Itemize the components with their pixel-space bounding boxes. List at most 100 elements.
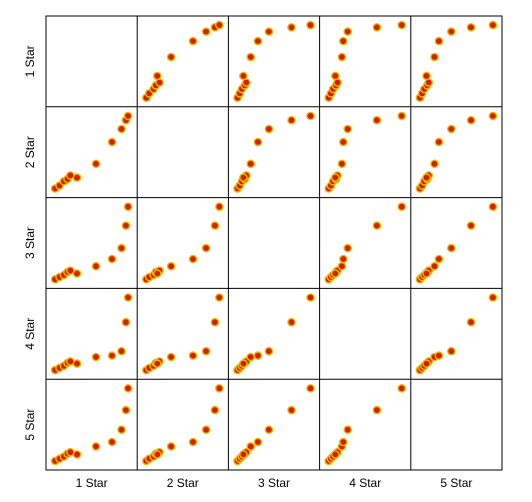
data-point [434, 351, 444, 360]
data-point [188, 36, 198, 46]
data-point [201, 346, 211, 356]
data-point [330, 71, 340, 81]
data-point [306, 383, 315, 393]
data-point [152, 359, 162, 368]
data-point [446, 124, 456, 134]
data-point [214, 202, 224, 211]
data-point [343, 124, 353, 134]
data-point [152, 71, 162, 81]
data-point [72, 269, 82, 278]
data-point [338, 437, 348, 447]
data-point [188, 351, 198, 360]
data-point [372, 115, 382, 125]
data-point [287, 22, 296, 32]
data-point [152, 269, 162, 278]
data-point [253, 437, 263, 447]
data-point [434, 254, 444, 264]
data-point [264, 346, 274, 356]
y-axis-label: 3 Star [23, 227, 37, 259]
data-point [246, 52, 255, 62]
data-point [330, 269, 340, 278]
data-point [152, 450, 162, 459]
data-point [306, 293, 315, 302]
data-point [214, 383, 224, 393]
data-point [430, 261, 439, 271]
data-point [337, 261, 347, 271]
data-point [117, 346, 126, 356]
data-point [188, 437, 198, 447]
data-point [239, 359, 248, 368]
data-point [422, 71, 431, 81]
data-point [372, 22, 382, 32]
data-point [337, 159, 347, 169]
data-point [446, 346, 456, 356]
data-point [446, 27, 456, 36]
data-point [72, 173, 82, 182]
data-point [123, 383, 133, 393]
data-point [343, 425, 353, 435]
matrix-frame [45, 15, 503, 471]
data-point [422, 359, 431, 368]
data-point [287, 115, 296, 125]
data-point [330, 173, 340, 182]
data-point [246, 442, 255, 451]
x-axis-label: 2 Star [167, 476, 199, 490]
data-point [72, 359, 82, 368]
data-point [466, 22, 476, 32]
data-point [201, 27, 211, 36]
x-axis-label: 5 Star [440, 476, 472, 490]
data-point [91, 159, 101, 169]
data-point [306, 111, 315, 121]
data-point [121, 317, 131, 327]
data-point [214, 20, 224, 30]
data-point [287, 405, 296, 415]
data-point [166, 442, 176, 451]
y-axis-label: 5 Star [23, 409, 37, 441]
data-point [117, 243, 126, 253]
data-point [488, 293, 498, 302]
data-point [214, 293, 224, 302]
data-point [246, 159, 255, 169]
data-point [117, 425, 126, 435]
data-point [107, 437, 117, 447]
data-point [330, 450, 340, 459]
data-point [201, 425, 211, 435]
data-point [264, 27, 274, 36]
data-point [239, 71, 248, 81]
data-point [166, 261, 176, 271]
data-point [210, 317, 220, 327]
data-point [201, 243, 211, 253]
data-point [117, 124, 126, 134]
data-point [422, 269, 431, 278]
data-point [338, 254, 348, 264]
matrix-points [50, 20, 498, 466]
y-axis-label: 4 Star [23, 318, 37, 350]
data-point [264, 124, 274, 134]
data-point [210, 221, 220, 230]
data-point [210, 405, 220, 415]
data-point [306, 20, 315, 30]
data-point [430, 159, 439, 169]
x-axis-label: 1 Star [76, 476, 108, 490]
data-point [488, 202, 498, 211]
data-point [123, 293, 133, 302]
data-point [430, 52, 439, 62]
data-point [338, 36, 348, 46]
data-point [337, 52, 347, 62]
data-point [253, 137, 263, 147]
data-point [343, 243, 353, 253]
data-point [372, 405, 382, 415]
data-point [107, 351, 117, 360]
data-point [123, 202, 133, 211]
data-point [72, 450, 82, 459]
data-point [466, 221, 476, 230]
data-point [343, 27, 353, 36]
data-point [264, 425, 274, 435]
data-point [91, 261, 101, 271]
y-axis-label: 1 Star [23, 45, 37, 77]
data-point [466, 317, 476, 327]
data-point [434, 137, 444, 147]
y-axis-label: 2 Star [23, 136, 37, 168]
data-point [446, 243, 456, 253]
